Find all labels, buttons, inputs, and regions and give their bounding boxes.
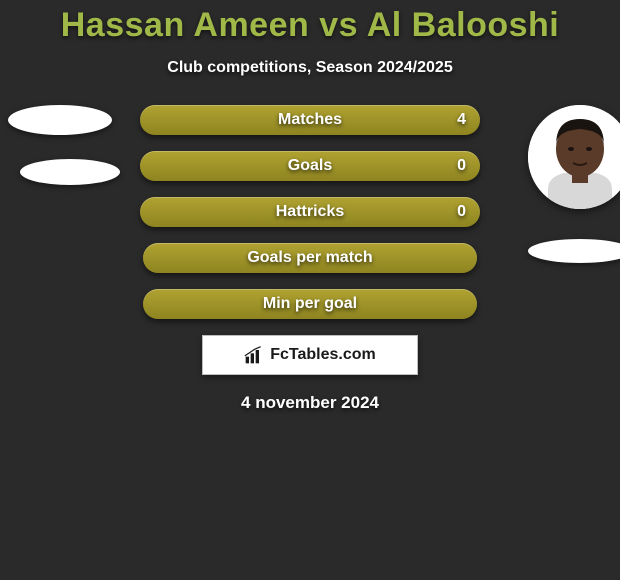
stat-label: Hattricks (140, 197, 480, 227)
page-title: Hassan Ameen vs Al Balooshi (0, 6, 620, 45)
player-right-avatar (528, 105, 620, 209)
player-right-name-placeholder (528, 239, 620, 263)
player-left-name-placeholder (20, 159, 120, 185)
bar-chart-icon (244, 345, 264, 365)
stat-label: Goals per match (143, 243, 476, 273)
stat-label: Goals (140, 151, 480, 181)
stat-bar-goals-per-match: Goals per match (143, 243, 476, 273)
brand-badge[interactable]: FcTables.com (202, 335, 418, 375)
stat-bar-goals: Goals 0 (140, 151, 480, 181)
body-area: Matches 4 Goals 0 Hattricks 0 Goals per … (0, 105, 620, 413)
stat-value-right: 0 (457, 151, 466, 181)
subtitle: Club competitions, Season 2024/2025 (0, 59, 620, 77)
brand-text: FcTables.com (270, 346, 376, 364)
stat-value-right: 0 (457, 197, 466, 227)
stat-bar-matches: Matches 4 (140, 105, 480, 135)
player-left-avatar-placeholder (8, 105, 112, 135)
stat-value-right: 4 (457, 105, 466, 135)
player-right-portrait-icon (528, 105, 620, 209)
comparison-card: Hassan Ameen vs Al Balooshi Club competi… (0, 0, 620, 413)
stat-label: Matches (140, 105, 480, 135)
stat-bars: Matches 4 Goals 0 Hattricks 0 Goals per … (140, 105, 480, 319)
date-label: 4 november 2024 (0, 393, 620, 413)
stat-bar-hattricks: Hattricks 0 (140, 197, 480, 227)
stat-bar-min-per-goal: Min per goal (143, 289, 476, 319)
stat-label: Min per goal (143, 289, 476, 319)
